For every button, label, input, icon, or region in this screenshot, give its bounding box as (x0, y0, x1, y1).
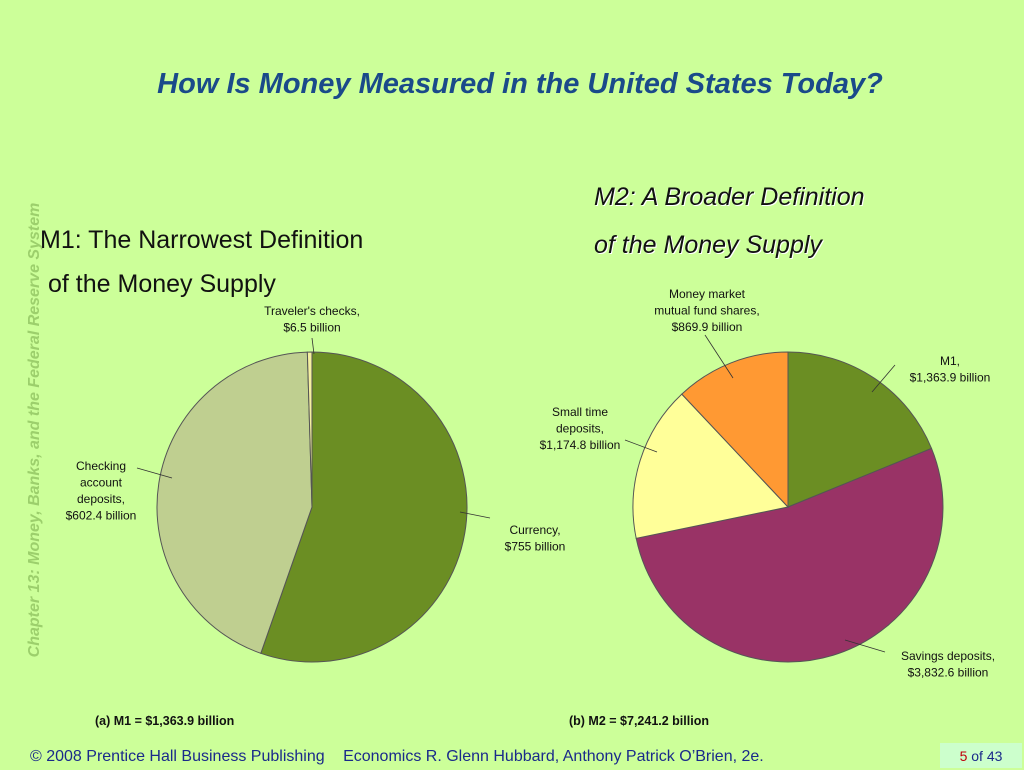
pie-chart-2: M1, $1,363.9 billion Savings deposits, $3,8… (540, 287, 995, 728)
footer-copyright: © 2008 Prentice Hall Business Publishing (30, 748, 325, 765)
footer-book: Economics R. Glenn Hubbard, Anthony Patr… (343, 748, 764, 765)
m2-heading: M2: A Broader Definition of the Money Su… (594, 173, 865, 269)
slice-label-small-time-deposits: Small time deposits, $1,174.8 billion (540, 405, 621, 452)
pie-slice-checking-account-deposits (156, 351, 313, 654)
leader-line-checking-account-deposits (136, 467, 173, 479)
slice-label-m1: M1, $1,363.9 billion (910, 354, 991, 385)
m1-heading: M1: The Narrowest Definition of the Mone… (40, 218, 363, 306)
m2-heading-line2: of the Money Supply (594, 231, 822, 259)
leader-line-currency (459, 511, 491, 519)
slide-title: How Is Money Measured in the United Stat… (157, 68, 883, 100)
pie-slice-m1 (787, 351, 933, 508)
leader-line-traveler-s-checks (311, 337, 315, 355)
slice-label-savings-deposits: Savings deposits, $3,832.6 billion (901, 649, 995, 680)
leader-line-savings-deposits (844, 639, 886, 653)
page-current: 5 (959, 748, 968, 764)
footer: © 2008 Prentice Hall Business Publishing… (30, 748, 778, 766)
slice-label-money-market-mutual-fund-shares: Money market mutual fund shares, $869.9 bi… (654, 287, 759, 334)
pie-slice-small-time-deposits (632, 393, 789, 539)
leader-line-small-time-deposits (624, 439, 658, 453)
leader-line-money-market-mutual-fund-shares (704, 334, 734, 379)
m2-heading-line1: M2: A Broader Definition (594, 183, 865, 211)
m1-heading-line1: M1: The Narrowest Definition (40, 226, 364, 254)
pie-slice-savings-deposits (635, 447, 944, 663)
pie-slice-money-market-mutual-fund-shares (681, 351, 789, 509)
pie-chart-1: Currency, $755 billion Checking account depo… (66, 304, 566, 728)
leader-line-m1 (871, 364, 896, 393)
slice-label-currency: Currency, $755 billion (505, 523, 566, 554)
page-total: 43 (986, 748, 1003, 764)
slice-label-traveler-s-checks: Traveler's checks, $6.5 billion (264, 304, 360, 335)
chart-caption-1: (a) M1 = $1,363.9 billion (95, 714, 234, 728)
chart-caption-2: (b) M2 = $7,241.2 billion (569, 714, 709, 728)
page-indicator: 5 of 43 (940, 743, 1022, 768)
slice-label-checking-account-deposits: Checking account deposits, $602.4 billion (66, 459, 137, 523)
m1-heading-line2: of the Money Supply (48, 270, 276, 298)
page-separator: of (967, 748, 987, 764)
pie-slice-traveler-s-checks (306, 351, 313, 508)
